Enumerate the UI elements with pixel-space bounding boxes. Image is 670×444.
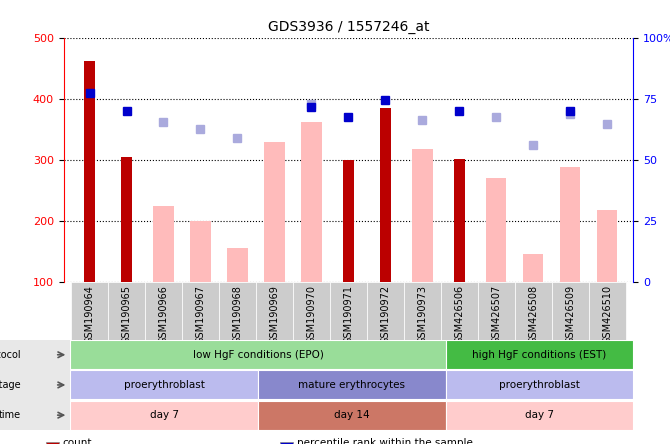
Bar	[70, 340, 446, 369]
Bar	[343, 160, 354, 282]
Bar	[256, 282, 293, 340]
Text: GSM426507: GSM426507	[491, 285, 501, 344]
Bar	[280, 442, 293, 444]
Text: proerythroblast: proerythroblast	[124, 380, 204, 390]
Bar	[552, 282, 589, 340]
Bar	[227, 248, 248, 282]
Bar	[302, 122, 322, 282]
Bar	[523, 254, 543, 282]
Bar	[330, 282, 367, 340]
Bar	[153, 206, 174, 282]
Bar	[441, 282, 478, 340]
Bar	[84, 61, 95, 282]
Bar	[454, 159, 465, 282]
Text: GSM190965: GSM190965	[121, 285, 131, 344]
Text: GSM190973: GSM190973	[417, 285, 427, 344]
Text: high HgF conditions (EST): high HgF conditions (EST)	[472, 350, 606, 360]
Bar	[70, 370, 258, 400]
Text: mature erythrocytes: mature erythrocytes	[298, 380, 405, 390]
Bar	[560, 167, 580, 282]
Text: GSM426510: GSM426510	[602, 285, 612, 344]
Text: GSM190964: GSM190964	[84, 285, 94, 344]
Text: GSM426508: GSM426508	[529, 285, 538, 344]
Text: time: time	[0, 410, 21, 420]
Bar	[46, 442, 59, 444]
Text: day 7: day 7	[525, 410, 554, 420]
Bar	[367, 282, 404, 340]
Bar	[515, 282, 552, 340]
Bar	[404, 282, 441, 340]
Bar	[293, 282, 330, 340]
Bar	[121, 157, 132, 282]
Bar	[219, 282, 256, 340]
Text: GSM190971: GSM190971	[344, 285, 353, 344]
Text: GSM190968: GSM190968	[232, 285, 243, 344]
Bar	[108, 282, 145, 340]
Bar	[597, 210, 618, 282]
Text: percentile rank within the sample: percentile rank within the sample	[297, 438, 472, 444]
Text: proerythroblast: proerythroblast	[499, 380, 580, 390]
Text: GSM426506: GSM426506	[454, 285, 464, 344]
Bar	[258, 370, 446, 400]
Title: GDS3936 / 1557246_at: GDS3936 / 1557246_at	[267, 20, 429, 34]
Text: GSM190969: GSM190969	[269, 285, 279, 344]
Bar	[71, 282, 108, 340]
Bar	[70, 400, 258, 430]
Bar	[446, 370, 633, 400]
Text: growth protocol: growth protocol	[0, 350, 21, 360]
Bar	[478, 282, 515, 340]
Bar	[446, 400, 633, 430]
Text: GSM190972: GSM190972	[381, 285, 391, 344]
Text: low HgF conditions (EPO): low HgF conditions (EPO)	[192, 350, 324, 360]
Bar	[380, 108, 391, 282]
Bar	[486, 178, 507, 282]
Text: GSM190966: GSM190966	[159, 285, 168, 344]
Bar	[145, 282, 182, 340]
Bar	[446, 340, 633, 369]
Text: development stage: development stage	[0, 380, 21, 390]
Text: day 7: day 7	[149, 410, 179, 420]
Bar	[258, 400, 446, 430]
Text: count: count	[62, 438, 92, 444]
Text: day 14: day 14	[334, 410, 370, 420]
Bar	[182, 282, 219, 340]
Bar	[589, 282, 626, 340]
Text: GSM190967: GSM190967	[196, 285, 206, 344]
Text: GSM426509: GSM426509	[565, 285, 576, 344]
Text: GSM190970: GSM190970	[306, 285, 316, 344]
Bar	[264, 142, 285, 282]
Bar	[412, 149, 433, 282]
Bar	[190, 221, 210, 282]
